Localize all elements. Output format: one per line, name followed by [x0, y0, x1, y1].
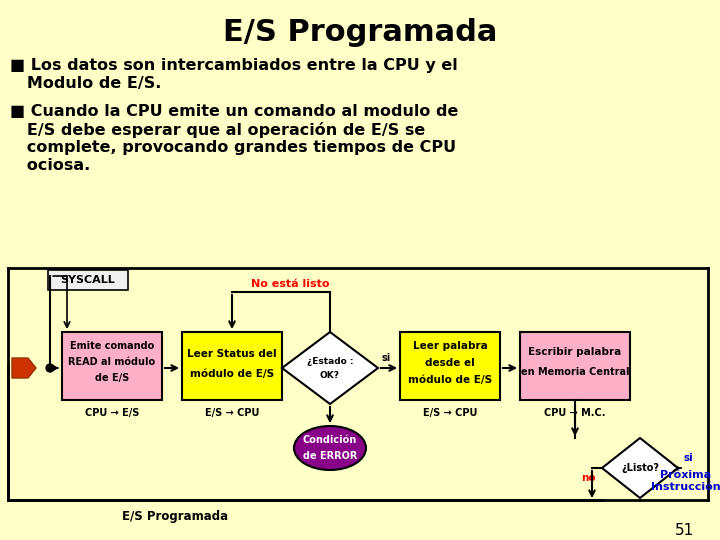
Text: de E/S: de E/S	[95, 373, 129, 383]
FancyBboxPatch shape	[48, 270, 128, 290]
Text: de ERROR: de ERROR	[303, 451, 357, 461]
Text: ociosa.: ociosa.	[10, 158, 90, 173]
Circle shape	[46, 364, 54, 372]
Text: no: no	[581, 473, 596, 483]
Text: Modulo de E/S.: Modulo de E/S.	[10, 76, 161, 91]
Text: E/S debe esperar que al operación de E/S se: E/S debe esperar que al operación de E/S…	[10, 122, 426, 138]
Text: E/S Programada: E/S Programada	[122, 510, 228, 523]
Text: ¿Estado :: ¿Estado :	[307, 356, 354, 366]
FancyBboxPatch shape	[520, 332, 630, 400]
Polygon shape	[602, 438, 678, 498]
Text: en Memoria Central: en Memoria Central	[521, 367, 629, 377]
Text: No está listo: No está listo	[251, 279, 329, 289]
Text: SYSCALL: SYSCALL	[60, 275, 115, 285]
Text: CPU → M.C.: CPU → M.C.	[544, 408, 606, 418]
Text: Condición: Condición	[303, 435, 357, 445]
Text: Próxima
Instrucción: Próxima Instrucción	[651, 470, 720, 491]
Text: CPU → E/S: CPU → E/S	[85, 408, 139, 418]
Polygon shape	[12, 358, 36, 378]
Text: módulo de E/S: módulo de E/S	[408, 375, 492, 385]
Text: desde el: desde el	[425, 358, 475, 368]
Text: Emite comando: Emite comando	[70, 341, 154, 351]
Text: Leer Status del: Leer Status del	[187, 349, 276, 359]
Text: 51: 51	[675, 523, 695, 538]
Text: si: si	[684, 453, 694, 463]
Polygon shape	[282, 332, 378, 404]
Text: READ al módulo: READ al módulo	[68, 357, 156, 367]
Ellipse shape	[294, 426, 366, 470]
Text: E/S → CPU: E/S → CPU	[204, 408, 259, 418]
FancyBboxPatch shape	[62, 332, 162, 400]
Text: E/S → CPU: E/S → CPU	[423, 408, 477, 418]
Text: ■ Cuando la CPU emite un comando al modulo de: ■ Cuando la CPU emite un comando al modu…	[10, 104, 459, 119]
Text: ¿Listo?: ¿Listo?	[621, 463, 659, 473]
Text: si: si	[381, 353, 390, 363]
FancyBboxPatch shape	[182, 332, 282, 400]
Text: complete, provocando grandes tiempos de CPU: complete, provocando grandes tiempos de …	[10, 140, 456, 155]
Text: ■ Los datos son intercambiados entre la CPU y el: ■ Los datos son intercambiados entre la …	[10, 58, 458, 73]
Text: E/S Programada: E/S Programada	[222, 18, 498, 47]
Text: OK?: OK?	[320, 370, 340, 380]
Text: módulo de E/S: módulo de E/S	[190, 369, 274, 379]
Text: Leer palabra: Leer palabra	[413, 341, 487, 351]
FancyBboxPatch shape	[400, 332, 500, 400]
Text: Escribir palabra: Escribir palabra	[528, 347, 621, 357]
